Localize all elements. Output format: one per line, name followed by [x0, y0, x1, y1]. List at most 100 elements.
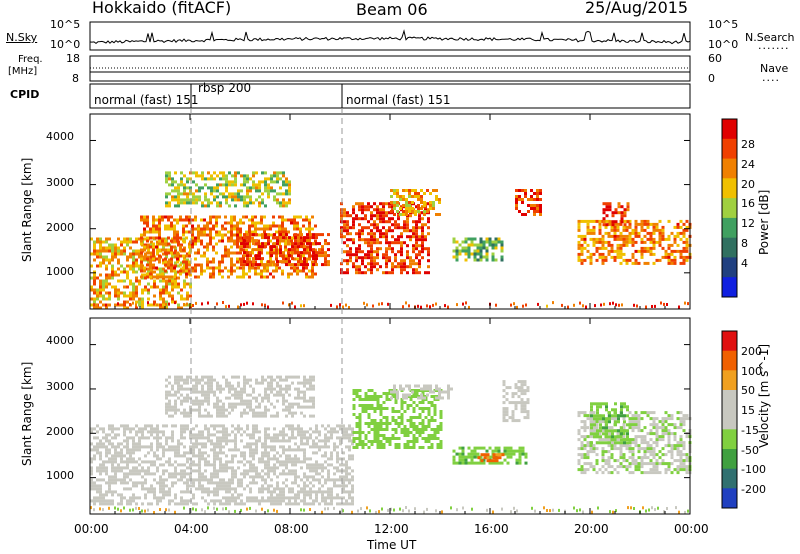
- velocity-cell: [252, 475, 255, 479]
- power-cell: [661, 234, 665, 238]
- power-cell: [297, 263, 300, 267]
- power-cell: [608, 208, 612, 212]
- velocity-cell: [464, 461, 468, 465]
- velocity-cell: [348, 490, 351, 494]
- velocity-cell: [126, 424, 129, 428]
- power-cell: [135, 261, 138, 265]
- velocity-cell: [105, 499, 108, 503]
- velocity-cell: [228, 396, 231, 400]
- velocity-cell: [225, 496, 228, 500]
- power-cell: [488, 237, 492, 241]
- power-cell: [270, 174, 273, 178]
- power-cell: [649, 249, 653, 253]
- power-cell: [379, 265, 382, 269]
- velocity-cell: [237, 381, 240, 385]
- velocity-cell: [219, 414, 222, 418]
- power-cell: [141, 273, 144, 277]
- velocity-cell: [129, 436, 132, 440]
- velocity-cell: [315, 478, 318, 482]
- velocity-cell: [174, 472, 177, 476]
- velocity-cell: [342, 484, 345, 488]
- velocity-cell: [186, 375, 189, 379]
- power-cell: [482, 240, 486, 244]
- power-cell: [264, 183, 267, 187]
- velocity-cell: [315, 469, 318, 473]
- power-cell: [152, 218, 155, 222]
- power-cell: [628, 231, 632, 235]
- power-cell: [455, 252, 459, 256]
- velocity-cell: [231, 487, 234, 491]
- power-cell: [203, 224, 206, 228]
- velocity-cell: [135, 484, 138, 488]
- velocity-cell: [243, 445, 246, 449]
- velocity-cell: [397, 416, 401, 419]
- velocity-cell: [264, 436, 267, 440]
- power-cell: [266, 251, 269, 255]
- velocity-cell: [216, 396, 219, 400]
- power-cell: [200, 272, 203, 276]
- velocity-cell: [120, 442, 123, 446]
- power-cell: [140, 257, 143, 261]
- power-cell: [135, 288, 138, 292]
- velocity-cell: [192, 496, 195, 500]
- velocity-cell: [105, 481, 108, 485]
- power-cell: [452, 237, 456, 241]
- velocity-cell: [303, 475, 306, 479]
- velocity-cell: [255, 439, 258, 443]
- power-cell: [143, 230, 146, 234]
- power-cell: [583, 234, 587, 238]
- velocity-cell: [586, 426, 590, 430]
- power-cell: [173, 233, 176, 237]
- velocity-cell: [192, 484, 195, 488]
- velocity-cell: [373, 392, 377, 395]
- velocity-cell: [123, 496, 126, 500]
- power-cell: [649, 252, 653, 256]
- power-cell: [282, 201, 285, 205]
- velocity-cell: [207, 375, 210, 379]
- velocity-cell: [505, 398, 509, 402]
- power-cell: [251, 215, 254, 219]
- power-cell: [598, 228, 602, 232]
- velocity-cell: [312, 490, 315, 494]
- velocity-cell: [120, 460, 123, 464]
- power-cell: [147, 297, 150, 301]
- velocity-cell: [216, 399, 219, 403]
- velocity-cell: [249, 496, 252, 500]
- velocity-cell: [231, 424, 234, 428]
- velocity-cell: [219, 424, 222, 428]
- power-cell: [225, 183, 228, 187]
- velocity-cell: [186, 381, 189, 385]
- velocity-cell: [180, 469, 183, 473]
- velocity-cell: [427, 446, 431, 449]
- power-cell: [209, 218, 212, 222]
- power-cell: [239, 230, 242, 234]
- power-cell: [640, 222, 644, 226]
- velocity-cell: [231, 499, 234, 503]
- power-cell: [167, 266, 170, 270]
- power-cell: [192, 198, 195, 202]
- velocity-cell: [123, 454, 126, 458]
- power-cell: [120, 249, 123, 253]
- power-cell: [364, 256, 367, 260]
- velocity-cell: [312, 484, 315, 488]
- power-cell: [144, 285, 147, 289]
- power-cell: [171, 177, 174, 181]
- power-cell: [275, 251, 278, 255]
- velocity-cell: [339, 424, 342, 428]
- power-cell: [126, 240, 129, 244]
- power-cell: [117, 294, 120, 298]
- power-cell: [427, 271, 430, 275]
- power-cell: [324, 263, 327, 267]
- velocity-cell: [339, 436, 342, 440]
- power-cell: [589, 258, 593, 262]
- power-cell: [409, 259, 412, 263]
- power-cell: [258, 201, 261, 205]
- velocity-cell: [201, 387, 204, 391]
- power-cell: [623, 208, 627, 212]
- power-cell: [676, 231, 680, 235]
- velocity-cell: [183, 424, 186, 428]
- velocity-cell: [358, 440, 362, 443]
- velocity-cell: [517, 389, 521, 393]
- velocity-cell: [421, 410, 425, 413]
- power-cell: [173, 218, 176, 222]
